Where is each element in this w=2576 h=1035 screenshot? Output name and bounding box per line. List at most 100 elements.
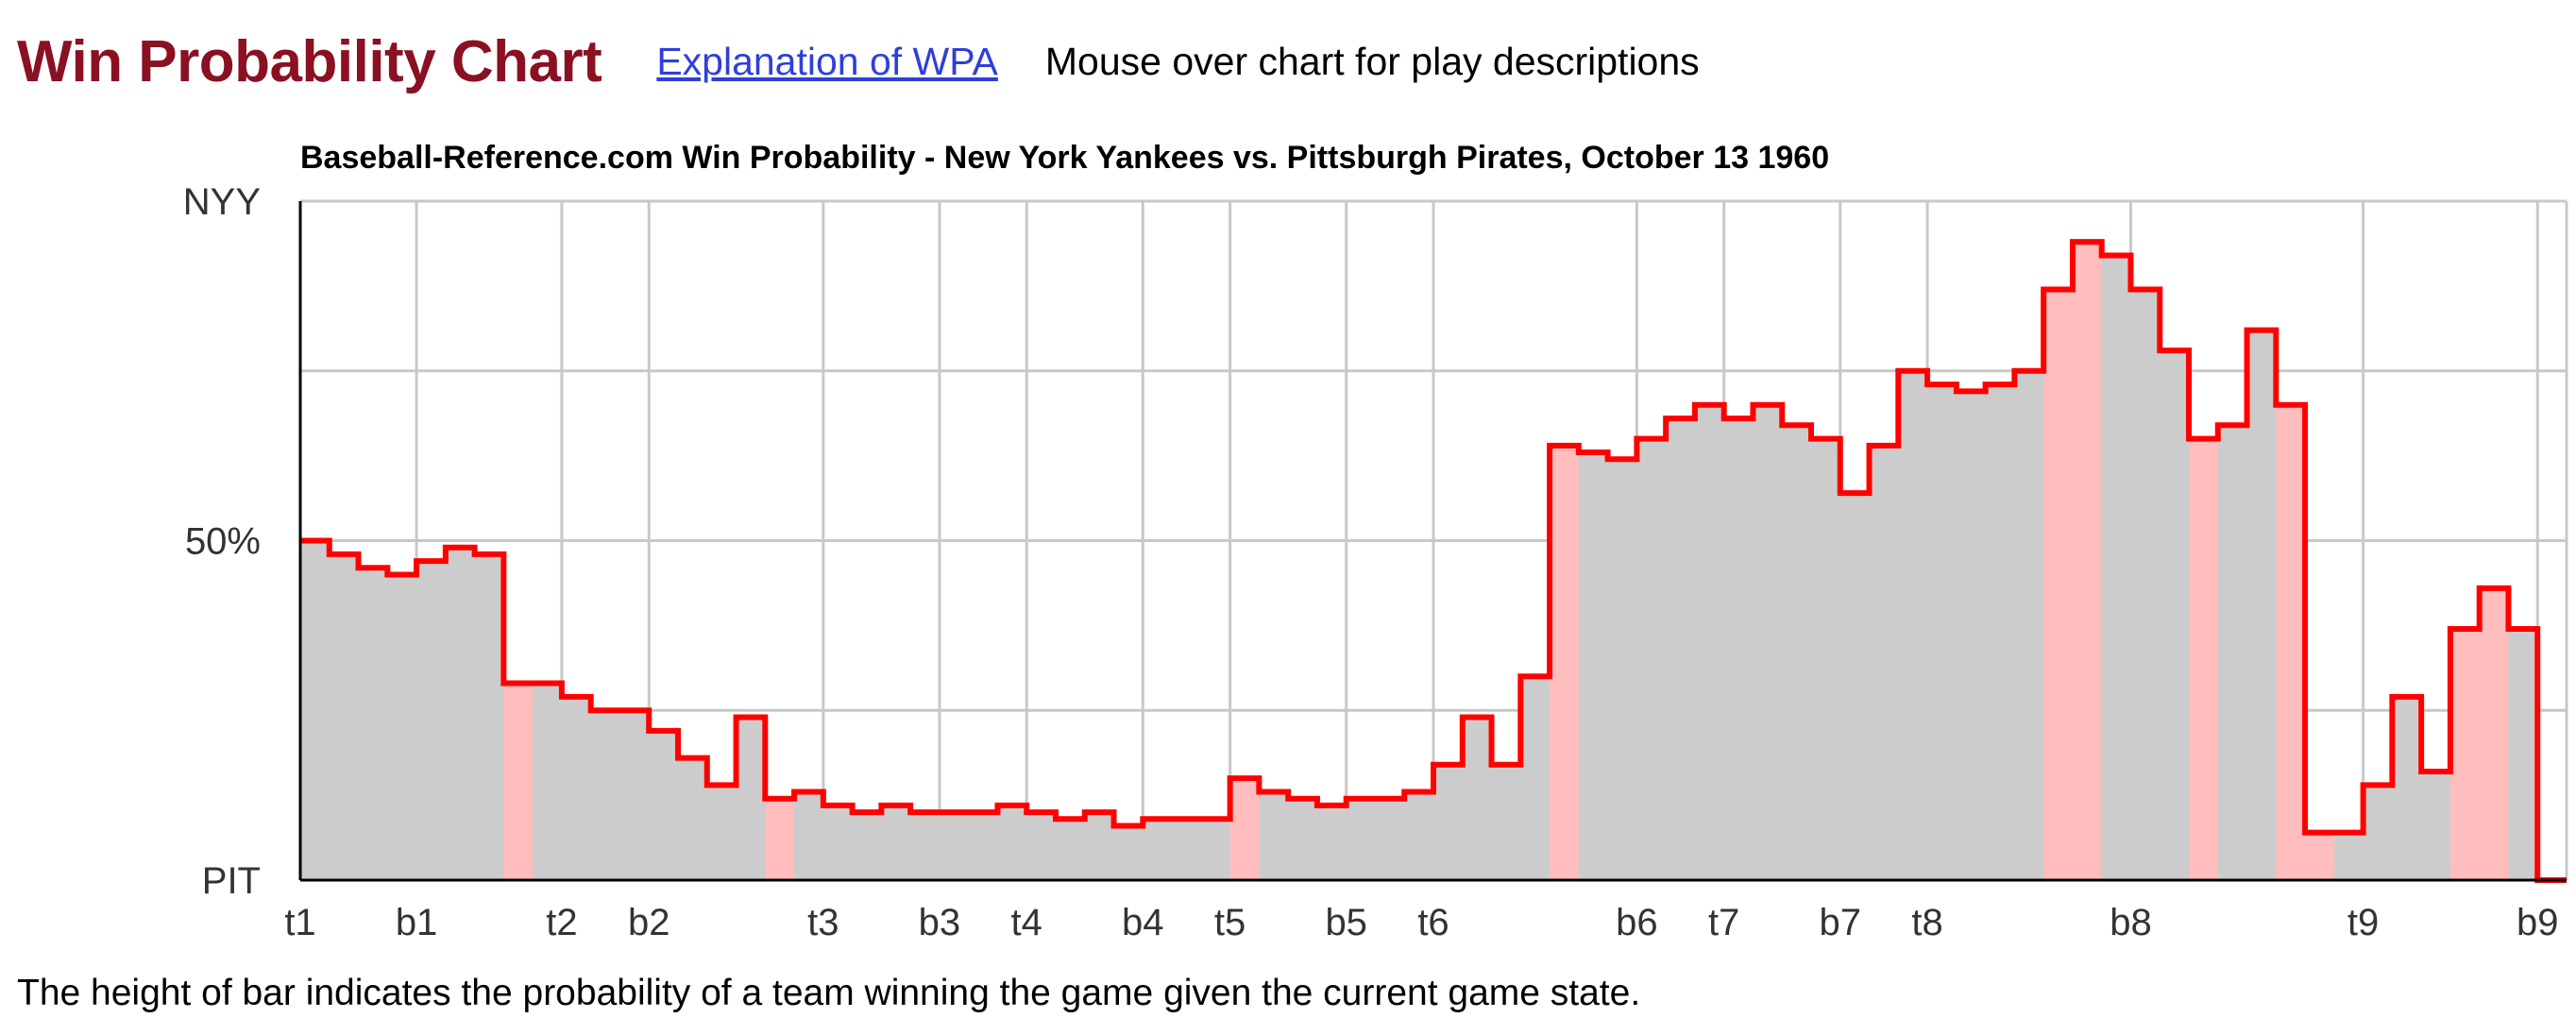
play-bar[interactable] — [474, 553, 504, 880]
play-bar[interactable] — [1172, 819, 1202, 880]
play-bar[interactable] — [619, 710, 650, 880]
win-probability-line — [300, 239, 2567, 883]
play-bar[interactable] — [997, 805, 1027, 880]
play-bar[interactable] — [1433, 764, 1464, 880]
play-bar[interactable] — [1520, 676, 1551, 880]
play-bar[interactable] — [2276, 404, 2306, 880]
play-bar[interactable] — [2043, 289, 2074, 881]
play-bar[interactable] — [2508, 628, 2538, 880]
play-bar[interactable] — [1056, 819, 1086, 880]
play-bar[interactable] — [939, 812, 970, 880]
play-bar[interactable] — [503, 683, 534, 880]
play-bar[interactable] — [2014, 370, 2044, 880]
play-bar[interactable] — [2333, 832, 2364, 880]
play-bar[interactable] — [1346, 798, 1377, 880]
win-probability-chart[interactable]: Baseball-Reference.com Win Probability -… — [0, 0, 2576, 963]
hover-hint-text: Mouse over chart for play descriptions — [1044, 39, 1700, 83]
play-bar[interactable] — [416, 561, 447, 880]
play-bar[interactable] — [2305, 832, 2335, 880]
play-bar[interactable] — [1550, 445, 1580, 880]
play-bar[interactable] — [852, 812, 882, 880]
play-bar[interactable] — [590, 710, 621, 880]
y-tick-label: 50% — [185, 521, 261, 563]
x-tick-label: b6 — [1616, 902, 1658, 943]
play-bar[interactable] — [822, 805, 854, 880]
play-bar[interactable] — [1578, 452, 1609, 880]
play-bar[interactable] — [881, 805, 911, 880]
play-bar[interactable] — [1811, 438, 1841, 880]
play-bar[interactable] — [2101, 255, 2132, 880]
play-bar[interactable] — [2072, 242, 2103, 880]
wp-step-line — [300, 239, 2567, 883]
play-bar[interactable] — [2160, 350, 2190, 880]
play-bar[interactable] — [736, 717, 766, 880]
play-bar[interactable] — [706, 785, 737, 880]
play-bar[interactable] — [1288, 798, 1318, 880]
play-bar[interactable] — [1316, 805, 1347, 880]
play-bar[interactable] — [2449, 628, 2481, 880]
play-bar[interactable] — [1026, 812, 1057, 880]
play-bar[interactable] — [1084, 812, 1115, 880]
play-bar[interactable] — [1927, 384, 1957, 880]
page-header: Win Probability Chart Explanation of WPA… — [17, 19, 1700, 104]
x-tick-label: t2 — [546, 902, 577, 943]
x-tick-label: b9 — [2517, 902, 2559, 943]
play-bar[interactable] — [329, 553, 360, 880]
page-title: Win Probability Chart — [17, 28, 602, 94]
play-bar[interactable] — [1898, 370, 1928, 880]
play-bar[interactable] — [678, 757, 708, 880]
play-bar[interactable] — [1839, 493, 1871, 880]
y-axis-labels: PIT 50% NYY — [183, 181, 261, 902]
x-tick-label: b1 — [396, 902, 438, 943]
play-bar[interactable] — [1491, 764, 1521, 880]
play-bar[interactable] — [1956, 391, 1987, 880]
play-bar[interactable] — [1869, 445, 1899, 880]
play-bar[interactable] — [1229, 778, 1260, 880]
play-bar[interactable] — [2189, 438, 2219, 880]
x-tick-label: t6 — [1417, 902, 1449, 943]
play-bar[interactable] — [445, 547, 476, 880]
play-bar[interactable] — [1636, 438, 1667, 880]
x-tick-label: t9 — [2347, 902, 2379, 943]
play-bar[interactable] — [1462, 717, 1493, 880]
play-bar[interactable] — [2421, 771, 2451, 880]
play-bar[interactable] — [2392, 696, 2422, 880]
play-bar[interactable] — [561, 696, 592, 880]
play-bar[interactable] — [1607, 459, 1637, 880]
play-bar[interactable] — [765, 798, 795, 880]
play-bar[interactable] — [1723, 418, 1754, 880]
play-bar[interactable] — [910, 812, 941, 880]
x-tick-label: b2 — [628, 902, 670, 943]
play-bar[interactable] — [1666, 418, 1696, 880]
play-bar[interactable] — [1782, 425, 1812, 880]
play-bar[interactable] — [358, 568, 388, 880]
play-bar[interactable] — [1404, 791, 1434, 880]
play-bar[interactable] — [794, 791, 824, 880]
x-tick-label: t8 — [1911, 902, 1942, 943]
play-bar[interactable] — [387, 574, 417, 880]
play-bar[interactable] — [1375, 798, 1405, 880]
y-tick-label: PIT — [202, 860, 261, 902]
play-bar[interactable] — [1259, 791, 1289, 880]
play-bar[interactable] — [1985, 384, 2015, 880]
wpa-explanation-link[interactable]: Explanation of WPA — [656, 39, 998, 83]
play-bar[interactable] — [968, 812, 999, 880]
play-bar[interactable] — [533, 683, 563, 880]
chart-title: Baseball-Reference.com Win Probability -… — [300, 140, 1829, 176]
play-bar[interactable] — [1753, 404, 1783, 880]
x-tick-label: b7 — [1820, 902, 1862, 943]
play-bar[interactable] — [2479, 587, 2510, 880]
play-bar[interactable] — [1143, 819, 1173, 880]
play-bar[interactable] — [1694, 404, 1725, 880]
play-bar[interactable] — [2130, 289, 2161, 881]
play-bar[interactable] — [300, 540, 330, 881]
play-bar[interactable] — [649, 730, 679, 880]
play-bar[interactable] — [2217, 425, 2248, 880]
y-tick-label: NYY — [183, 181, 261, 223]
play-bar[interactable] — [1113, 825, 1144, 880]
x-tick-label: t4 — [1011, 902, 1042, 943]
probability-bars[interactable] — [300, 242, 2538, 881]
play-bar[interactable] — [2246, 330, 2277, 880]
play-bar[interactable] — [1200, 819, 1231, 880]
play-bar[interactable] — [2363, 785, 2393, 880]
